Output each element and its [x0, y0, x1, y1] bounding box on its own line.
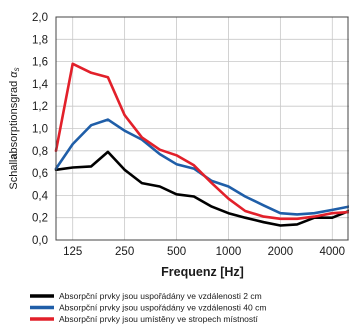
x-tick-label: 250: [115, 246, 134, 258]
x-tick-labels: 125 250 500 1000 2000 4000: [63, 246, 345, 258]
y-axis-title-bold: a: [8, 153, 20, 160]
series-line-3: [54, 62, 349, 221]
y-tick-label: 2,0: [32, 12, 48, 24]
x-tick-label: 1000: [216, 246, 242, 258]
y-tick-label: 0,0: [32, 235, 48, 247]
y-tick-label: 1,0: [32, 124, 48, 136]
x-tick-label: 4000: [319, 246, 345, 258]
y-tick-label: 0,8: [32, 146, 48, 158]
series-line-1: [54, 150, 349, 227]
y-tick-label: 1,4: [32, 79, 49, 91]
x-tick-label: 125: [63, 246, 82, 258]
plot-frame: [55, 16, 349, 241]
legend-label: Absorpční prvky jsou uspořádány ve vzdál…: [59, 291, 262, 301]
y-tick-label: 0,6: [32, 168, 48, 180]
y-tick-labels: 0,0 0,2 0,4 0,6 0,8 1,0 1,2 1,4 1,6 1,8 2,0: [32, 12, 49, 247]
y-tick-label: 1,6: [32, 57, 48, 69]
y-tick-label: 1,8: [32, 34, 48, 46]
grid-layer: [56, 16, 349, 241]
series-layer: [54, 62, 349, 227]
legend-label: Absorpční prvky jsou umístěny ve stropec…: [59, 314, 259, 324]
legend-label: Absorpční prvky jsou uspořádány ve vzdál…: [59, 303, 266, 313]
y-axis-title-symbol: α: [8, 71, 20, 78]
x-tick-label: 2000: [268, 246, 294, 258]
x-axis-title: Frequenz [Hz]: [161, 265, 244, 279]
y-axis-title-subscript: s: [12, 67, 21, 71]
y-tick-label: 0,4: [32, 190, 49, 202]
y-axis-title-mid: bsorptionsgrad: [8, 78, 20, 154]
legend: Absorpční prvky jsou uspořádány ve vzdál…: [30, 291, 266, 324]
x-tick-label: 500: [167, 246, 186, 258]
y-axis-title: Schallabsorptionsgrad αs: [8, 67, 21, 189]
y-tick-label: 1,2: [32, 101, 48, 113]
y-axis-title-prefix: Schall: [8, 160, 20, 190]
y-tick-label: 0,2: [32, 213, 48, 225]
